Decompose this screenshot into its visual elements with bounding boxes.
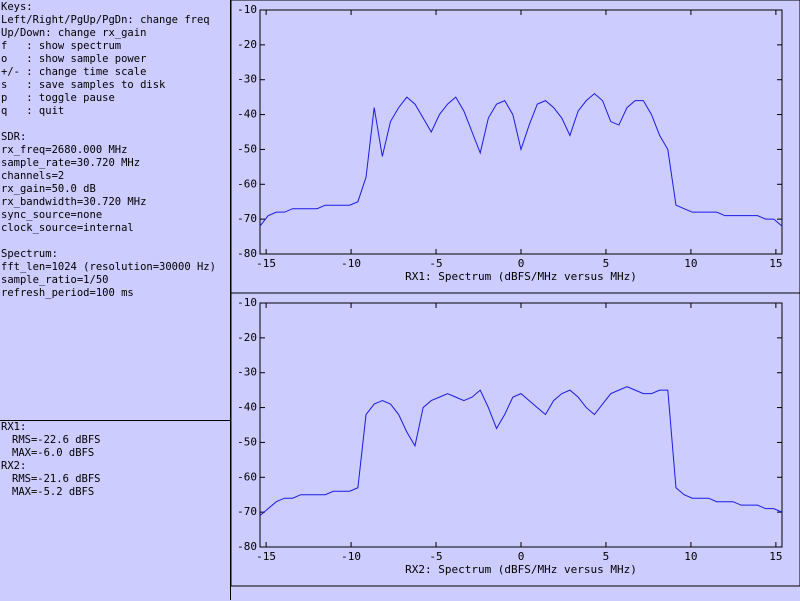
y-tick-label: -80 [237, 247, 257, 260]
info-line: sample_ratio=1/50 [1, 274, 109, 286]
chart-panel [230, 0, 800, 294]
x-tick-label: -15 [256, 550, 276, 563]
y-tick-label: -10 [237, 3, 257, 16]
x-tick-label: 15 [769, 550, 782, 563]
info-line: SDR: [1, 131, 27, 143]
y-tick-label: -30 [237, 73, 257, 86]
info-line: s : save samples to disk [1, 79, 166, 91]
y-tick-label: -50 [237, 435, 257, 448]
channel-name: RX2: [1, 460, 27, 472]
max-line: MAX=-5.2 dBFS [12, 486, 95, 498]
stats-box: RX1: RMS=-22.6 dBFS MAX=-6.0 dBFS RX2: RMS=-… [0, 420, 231, 601]
info-line: rx_freq=2680.000 MHz [1, 144, 128, 156]
info-line: channels=2 [1, 170, 65, 182]
x-tick-label: 15 [769, 257, 782, 270]
y-tick-label: -20 [237, 331, 257, 344]
y-tick-label: -60 [237, 470, 257, 483]
y-tick-label: -70 [237, 212, 257, 225]
channel-name: RX1: [1, 421, 27, 433]
info-line: rx_gain=50.0 dB [1, 183, 96, 195]
info-text: Keys: Left/Right/PgUp/PgDn: change freq Up… [1, 1, 216, 300]
x-axis-label: RX1: Spectrum (dBFS/MHz versus MHz) [405, 270, 637, 283]
rms-line: RMS=-21.6 dBFS [12, 473, 101, 485]
y-tick-label: -70 [237, 505, 257, 518]
info-line: sync_source=none [1, 209, 103, 221]
y-tick-label: -10 [237, 296, 257, 309]
info-line: +/- : change time scale [1, 66, 147, 78]
x-tick-label: 5 [603, 257, 610, 270]
info-line: rx_bandwidth=30.720 MHz [1, 196, 147, 208]
y-tick-label: -20 [237, 38, 257, 51]
y-tick-label: -80 [237, 540, 257, 553]
spectrum-line [259, 386, 783, 517]
y-tick-label: -40 [237, 401, 257, 414]
x-tick-label: 5 [603, 550, 610, 563]
info-line: clock_source=internal [1, 222, 134, 234]
chart-panel [230, 292, 800, 587]
x-tick-label: 10 [684, 550, 697, 563]
y-tick-label: -40 [237, 108, 257, 121]
x-tick-label: -5 [429, 550, 442, 563]
max-line: MAX=-6.0 dBFS [12, 447, 95, 459]
info-line: Left/Right/PgUp/PgDn: change freq [1, 14, 210, 26]
info-line: refresh_period=100 ms [1, 287, 134, 299]
info-line: Up/Down: change rx_gain [1, 27, 147, 39]
x-axis-label: RX2: Spectrum (dBFS/MHz versus MHz) [405, 563, 637, 576]
x-tick-label: 10 [684, 257, 697, 270]
y-tick-label: -60 [237, 177, 257, 190]
info-line: f : show spectrum [1, 40, 122, 52]
y-tick-label: -30 [237, 366, 257, 379]
x-tick-label: -10 [341, 550, 361, 563]
info-line: p : toggle pause [1, 92, 115, 104]
x-tick-label: 0 [518, 550, 525, 563]
rms-line: RMS=-22.6 dBFS [12, 434, 101, 446]
info-line: Spectrum: [1, 248, 58, 260]
spectrum-line [259, 93, 783, 227]
info-line: sample_rate=30.720 MHz [1, 157, 141, 169]
x-tick-label: -15 [256, 257, 276, 270]
info-line: o : show sample power [1, 53, 147, 65]
y-tick-label: -50 [237, 142, 257, 155]
x-tick-label: -10 [341, 257, 361, 270]
info-line: fft_len=1024 (resolution=30000 Hz) [1, 261, 216, 273]
x-tick-label: -5 [429, 257, 442, 270]
info-line: q : quit [1, 105, 65, 117]
info-panel: Keys: Left/Right/PgUp/PgDn: change freq Up… [0, 0, 231, 600]
info-line: Keys: [1, 1, 33, 13]
x-tick-label: 0 [518, 257, 525, 270]
